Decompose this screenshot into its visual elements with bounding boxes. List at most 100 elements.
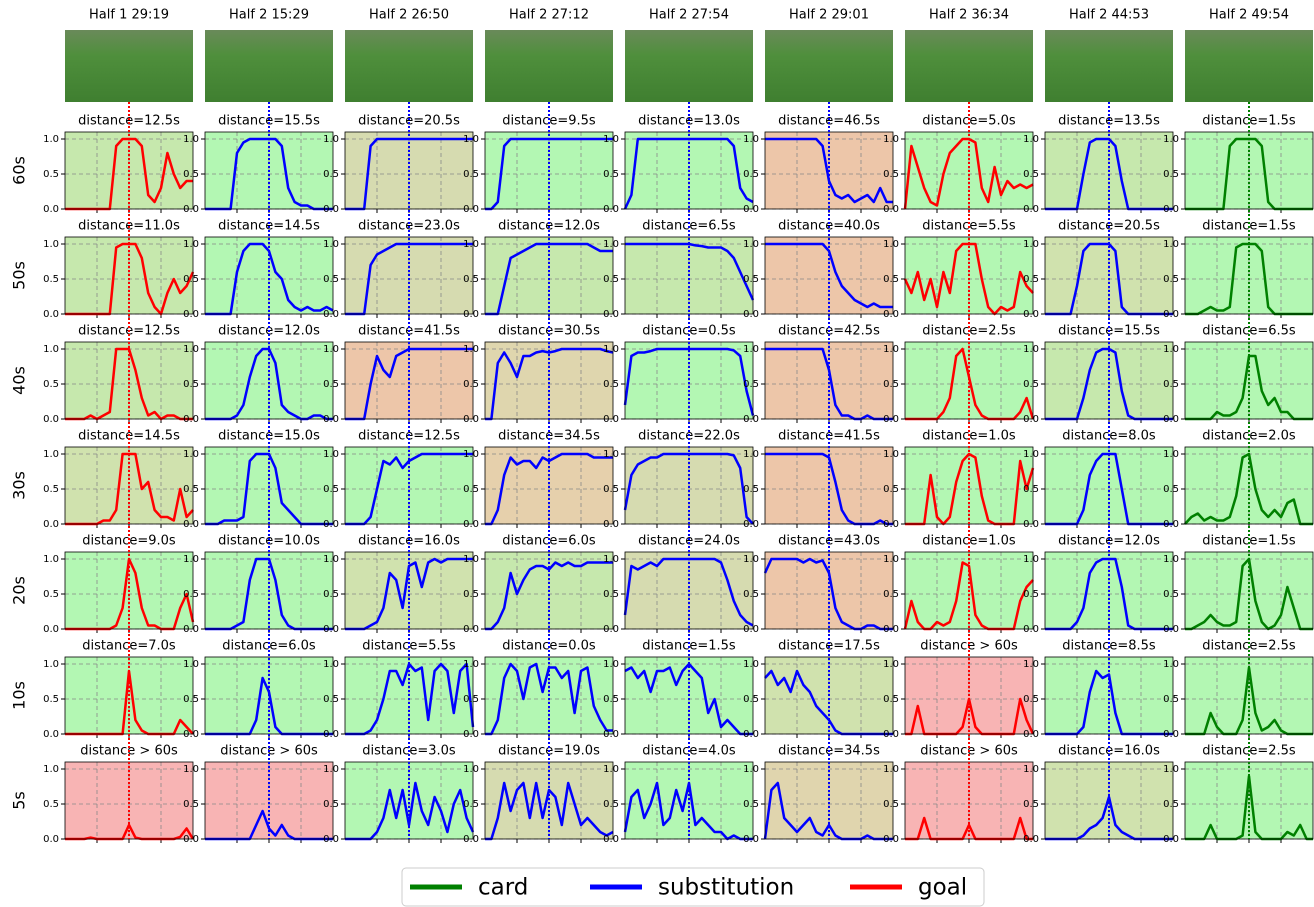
y-tick-label: 1.0 <box>183 449 199 460</box>
row-label: 5s <box>10 791 29 810</box>
y-tick-label: 1.0 <box>1163 764 1179 775</box>
thumbnail <box>905 30 1033 102</box>
y-tick-label: 0.0 <box>43 729 59 740</box>
y-tick-label: 0.5 <box>43 799 59 810</box>
plot-title: distance=13.0s <box>638 114 740 129</box>
y-tick-label: 0.5 <box>603 484 619 495</box>
y-tick-label: 1.0 <box>183 659 199 670</box>
plot-title: distance=16.0s <box>358 534 460 549</box>
y-tick-label: 1.0 <box>323 554 339 565</box>
y-tick-label: 1.0 <box>883 344 899 355</box>
plot-title: distance=9.0s <box>82 534 176 549</box>
plot-title: distance=9.5s <box>502 114 596 129</box>
plot-title: distance=1.5s <box>1202 114 1296 129</box>
y-tick-label: 1.0 <box>743 344 759 355</box>
y-tick-label: 0.0 <box>43 519 59 530</box>
y-tick-label: 0.0 <box>1163 309 1179 320</box>
y-tick-label: 0.0 <box>603 309 619 320</box>
y-tick-label: 0.5 <box>883 484 899 495</box>
y-tick-label: 0.5 <box>43 379 59 390</box>
y-tick-label: 1.0 <box>603 764 619 775</box>
row-label: 40s <box>10 366 29 395</box>
y-tick-label: 0.5 <box>1023 589 1039 600</box>
y-tick-label: 0.5 <box>183 484 199 495</box>
y-tick-label: 1.0 <box>323 659 339 670</box>
y-tick-label: 0.0 <box>603 519 619 530</box>
y-tick-label: 0.0 <box>1023 204 1039 215</box>
y-tick-label: 0.5 <box>323 799 339 810</box>
y-tick-label: 0.5 <box>323 589 339 600</box>
score-line <box>485 561 613 631</box>
plot-title: distance=20.5s <box>358 114 460 129</box>
y-tick-label: 1.0 <box>743 134 759 145</box>
y-tick-label: 0.5 <box>603 799 619 810</box>
y-tick-label: 0.0 <box>603 204 619 215</box>
y-tick-label: 0.0 <box>323 729 339 740</box>
y-tick-label: 0.5 <box>883 379 899 390</box>
y-tick-label: 0.0 <box>463 414 479 425</box>
y-tick-label: 0.0 <box>183 834 199 845</box>
y-tick-label: 0.0 <box>883 729 899 740</box>
y-tick-label: 0.5 <box>183 169 199 180</box>
plot-title: distance=24.0s <box>638 534 740 549</box>
y-tick-label: 1.0 <box>323 239 339 250</box>
y-tick-label: 1.0 <box>1163 134 1179 145</box>
y-tick-label: 0.0 <box>323 624 339 635</box>
y-tick-label: 1.0 <box>1163 659 1179 670</box>
y-tick-label: 0.0 <box>463 729 479 740</box>
y-tick-label: 0.0 <box>883 834 899 845</box>
y-tick-label: 0.0 <box>463 834 479 845</box>
y-tick-label: 0.5 <box>1023 379 1039 390</box>
column-title: Half 2 49:54 <box>1209 8 1289 23</box>
row-label: 30s <box>10 471 29 500</box>
column-title: Half 2 44:53 <box>1069 8 1149 23</box>
y-tick-label: 0.5 <box>743 694 759 705</box>
y-tick-label: 1.0 <box>463 239 479 250</box>
y-tick-label: 1.0 <box>883 554 899 565</box>
plot-title: distance=12.5s <box>78 114 180 129</box>
y-tick-label: 1.0 <box>1023 764 1039 775</box>
y-tick-label: 1.0 <box>463 554 479 565</box>
y-tick-label: 1.0 <box>743 764 759 775</box>
y-tick-label: 0.0 <box>883 519 899 530</box>
y-tick-label: 0.0 <box>743 414 759 425</box>
y-tick-label: 0.0 <box>43 624 59 635</box>
y-tick-label: 0.5 <box>743 169 759 180</box>
y-tick-label: 0.0 <box>603 414 619 425</box>
y-tick-label: 1.0 <box>603 449 619 460</box>
y-tick-label: 0.0 <box>183 414 199 425</box>
y-tick-label: 0.5 <box>1163 589 1179 600</box>
y-tick-label: 0.0 <box>463 309 479 320</box>
y-tick-label: 0.0 <box>1163 204 1179 215</box>
column-title: Half 2 36:34 <box>929 8 1009 23</box>
score-line <box>763 557 893 631</box>
y-tick-label: 0.5 <box>603 694 619 705</box>
y-tick-label: 1.0 <box>43 344 59 355</box>
legend-label: card <box>478 875 528 901</box>
y-tick-label: 1.0 <box>323 449 339 460</box>
y-tick-label: 0.0 <box>183 309 199 320</box>
y-tick-label: 1.0 <box>43 239 59 250</box>
y-tick-label: 0.0 <box>603 834 619 845</box>
y-tick-label: 1.0 <box>743 449 759 460</box>
y-tick-label: 0.0 <box>743 204 759 215</box>
y-tick-label: 0.5 <box>1023 484 1039 495</box>
y-tick-label: 0.0 <box>883 204 899 215</box>
y-tick-label: 0.0 <box>743 729 759 740</box>
thumbnail <box>1185 30 1313 102</box>
thumbnail <box>345 30 473 102</box>
y-tick-label: 0.5 <box>1163 799 1179 810</box>
y-tick-label: 0.0 <box>43 309 59 320</box>
y-tick-label: 0.5 <box>183 799 199 810</box>
y-tick-label: 0.5 <box>1023 799 1039 810</box>
plot-title: distance=12.0s <box>1058 534 1160 549</box>
y-tick-label: 0.5 <box>43 589 59 600</box>
y-tick-label: 0.5 <box>463 169 479 180</box>
y-tick-label: 1.0 <box>603 239 619 250</box>
y-tick-label: 0.0 <box>323 309 339 320</box>
y-tick-label: 0.0 <box>323 204 339 215</box>
y-tick-label: 0.5 <box>743 484 759 495</box>
y-tick-label: 0.0 <box>743 834 759 845</box>
y-tick-label: 0.5 <box>43 484 59 495</box>
